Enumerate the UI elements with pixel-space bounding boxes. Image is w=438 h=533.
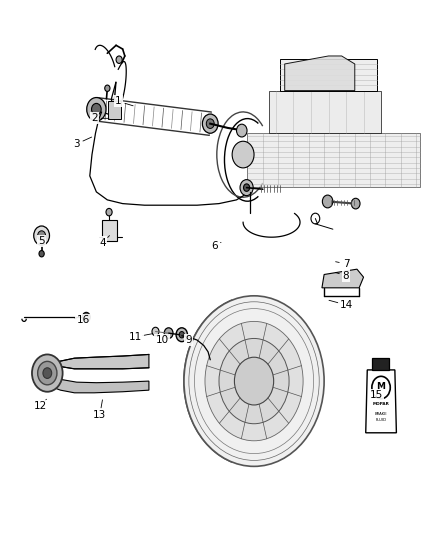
Circle shape [351,198,360,209]
Bar [372,358,389,370]
Circle shape [205,321,303,441]
Circle shape [219,338,289,424]
Circle shape [87,98,106,121]
Circle shape [38,361,57,385]
Polygon shape [366,370,396,433]
Circle shape [152,327,159,336]
Text: 11: 11 [129,332,142,342]
Bar [102,220,117,241]
Text: M: M [377,382,385,391]
Circle shape [240,180,253,196]
Text: 5: 5 [38,236,45,246]
Circle shape [232,141,254,168]
Text: 1: 1 [115,96,122,106]
Polygon shape [285,56,355,91]
Circle shape [234,357,274,405]
Circle shape [82,312,90,322]
Circle shape [322,195,333,208]
Bar [108,101,121,118]
Circle shape [184,296,324,466]
Text: 3: 3 [73,139,80,149]
Circle shape [179,332,184,338]
Text: FLUID: FLUID [375,418,387,422]
Polygon shape [269,91,381,133]
Circle shape [237,124,247,137]
Circle shape [206,119,214,128]
Text: 13: 13 [93,410,106,419]
Circle shape [372,376,390,399]
Text: 9: 9 [185,335,192,345]
Bar [280,59,377,91]
Text: 10: 10 [155,335,169,345]
Circle shape [92,103,101,115]
Circle shape [244,184,250,191]
Polygon shape [322,269,364,288]
Circle shape [39,251,44,257]
Polygon shape [247,133,420,187]
Circle shape [43,368,52,378]
Text: 16: 16 [77,315,90,325]
Text: 2: 2 [91,114,98,123]
Circle shape [32,354,63,392]
Text: 4: 4 [99,238,106,247]
Circle shape [176,328,187,342]
Text: BRAKE: BRAKE [374,412,388,416]
Circle shape [38,231,46,240]
Circle shape [116,56,122,63]
Polygon shape [47,354,149,369]
Text: 7: 7 [343,259,350,269]
Text: 8: 8 [343,271,350,280]
Text: 15: 15 [370,391,383,400]
Text: 6: 6 [211,241,218,251]
Polygon shape [50,376,149,393]
Text: 14: 14 [339,300,353,310]
Circle shape [34,226,49,245]
Circle shape [202,114,218,133]
Text: 12: 12 [34,401,47,411]
Circle shape [105,85,110,92]
Text: MOPAR: MOPAR [373,402,389,407]
Circle shape [164,328,173,338]
Circle shape [106,208,112,216]
